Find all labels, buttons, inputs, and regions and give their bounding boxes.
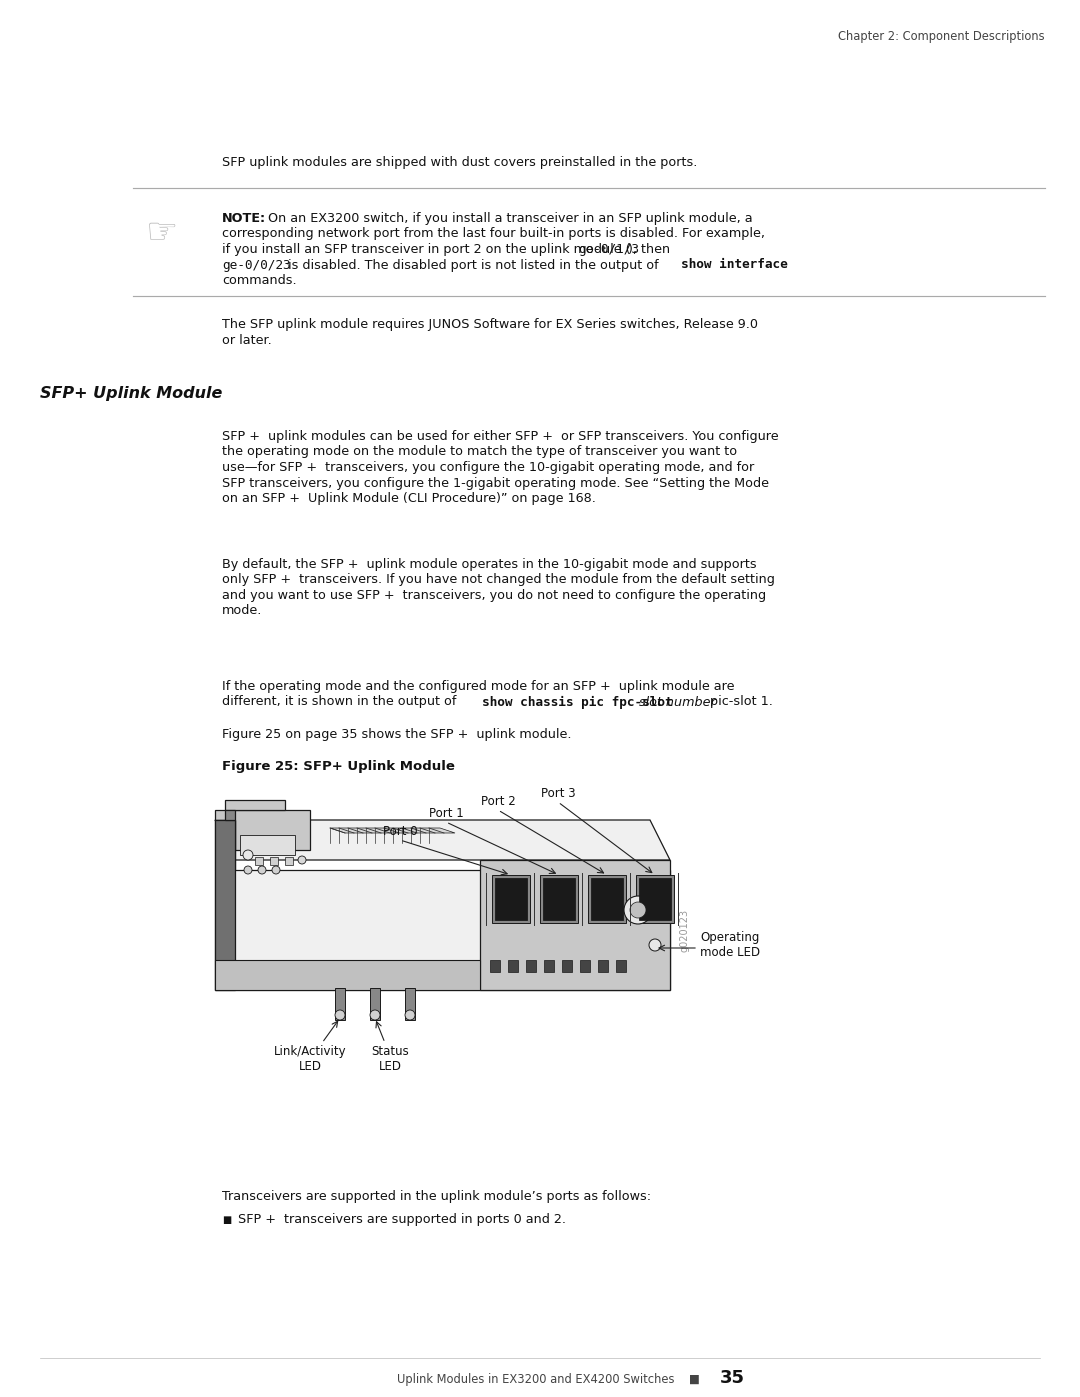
Polygon shape xyxy=(508,960,518,972)
Text: show interface: show interface xyxy=(681,258,787,271)
Text: Uplink Modules in EX3200 and EX4200 Switches    ■: Uplink Modules in EX3200 and EX4200 Swit… xyxy=(397,1373,700,1386)
Text: ☞: ☞ xyxy=(146,215,178,249)
Polygon shape xyxy=(636,875,674,923)
Polygon shape xyxy=(215,810,310,849)
Text: corresponding network port from the last four built-in ports is disabled. For ex: corresponding network port from the last… xyxy=(222,228,765,240)
Polygon shape xyxy=(215,820,235,870)
Text: ■: ■ xyxy=(222,1215,231,1225)
Circle shape xyxy=(272,866,280,875)
Circle shape xyxy=(258,866,266,875)
Polygon shape xyxy=(255,856,264,865)
Text: Port 0: Port 0 xyxy=(382,826,417,838)
Text: ge-0/0/23: ge-0/0/23 xyxy=(222,258,291,271)
Text: g020123: g020123 xyxy=(680,908,690,951)
Text: ), then: ), then xyxy=(627,243,670,256)
Text: is disabled. The disabled port is not listed in the output of: is disabled. The disabled port is not li… xyxy=(284,258,663,271)
Polygon shape xyxy=(544,960,554,972)
Polygon shape xyxy=(616,960,626,972)
Text: Status
LED: Status LED xyxy=(372,1045,409,1073)
Polygon shape xyxy=(492,875,530,923)
Text: ge-0/1/3: ge-0/1/3 xyxy=(578,243,639,256)
Polygon shape xyxy=(215,870,670,990)
Circle shape xyxy=(624,895,652,923)
Circle shape xyxy=(370,1010,380,1020)
Circle shape xyxy=(243,849,253,861)
Polygon shape xyxy=(270,856,278,865)
Text: mode.: mode. xyxy=(222,605,262,617)
Polygon shape xyxy=(580,960,590,972)
Text: the operating mode on the module to match the type of transceiver you want to: the operating mode on the module to matc… xyxy=(222,446,738,458)
Polygon shape xyxy=(588,875,626,923)
Text: Operating
mode LED: Operating mode LED xyxy=(700,930,760,958)
Polygon shape xyxy=(215,960,480,990)
Text: NOTE:: NOTE: xyxy=(222,212,266,225)
Text: on an SFP +  Uplink Module (CLI Procedure)” on page 168.: on an SFP + Uplink Module (CLI Procedure… xyxy=(222,492,596,504)
Text: if you install an SFP transceiver in port 2 on the uplink module (: if you install an SFP transceiver in por… xyxy=(222,243,631,256)
Circle shape xyxy=(298,856,306,863)
Text: use—for SFP +  transceivers, you configure the 10-gigabit operating mode, and fo: use—for SFP + transceivers, you configur… xyxy=(222,461,754,474)
Text: The SFP uplink module requires JUNOS Software for EX Series switches, Release 9.: The SFP uplink module requires JUNOS Sof… xyxy=(222,319,758,331)
Polygon shape xyxy=(490,960,500,972)
Text: slot number: slot number xyxy=(635,696,716,708)
Text: SFP +  uplink modules can be used for either SFP +  or SFP transceivers. You con: SFP + uplink modules can be used for eit… xyxy=(222,430,779,443)
Text: Link/Activity
LED: Link/Activity LED xyxy=(273,1045,347,1073)
Polygon shape xyxy=(215,820,670,861)
Circle shape xyxy=(335,1010,345,1020)
Text: SFP transceivers, you configure the 1-gigabit operating mode. See “Setting the M: SFP transceivers, you configure the 1-gi… xyxy=(222,476,769,489)
Polygon shape xyxy=(225,800,285,810)
Text: SFP +  transceivers are supported in ports 0 and 2.: SFP + transceivers are supported in port… xyxy=(238,1213,566,1227)
Polygon shape xyxy=(225,810,235,820)
Polygon shape xyxy=(370,988,380,1020)
Text: On an EX3200 switch, if you install a transceiver in an SFP uplink module, a: On an EX3200 switch, if you install a tr… xyxy=(264,212,753,225)
Text: Port 2: Port 2 xyxy=(481,795,515,807)
Polygon shape xyxy=(543,877,575,921)
Text: Port 3: Port 3 xyxy=(541,787,576,800)
Polygon shape xyxy=(240,835,295,855)
Polygon shape xyxy=(562,960,572,972)
Text: SFP uplink modules are shipped with dust covers preinstalled in the ports.: SFP uplink modules are shipped with dust… xyxy=(222,156,698,169)
Circle shape xyxy=(405,1010,415,1020)
Polygon shape xyxy=(405,988,415,1020)
Polygon shape xyxy=(285,856,293,865)
Polygon shape xyxy=(335,988,345,1020)
Polygon shape xyxy=(330,828,455,833)
Text: commands.: commands. xyxy=(222,274,297,286)
Polygon shape xyxy=(526,960,536,972)
Polygon shape xyxy=(639,877,671,921)
Circle shape xyxy=(649,939,661,951)
Text: Chapter 2: Component Descriptions: Chapter 2: Component Descriptions xyxy=(838,29,1045,43)
Text: Figure 25: SFP+ Uplink Module: Figure 25: SFP+ Uplink Module xyxy=(222,760,455,773)
Polygon shape xyxy=(540,875,578,923)
Text: or later.: or later. xyxy=(222,334,272,346)
Circle shape xyxy=(244,866,252,875)
Text: Port 1: Port 1 xyxy=(429,807,463,820)
Polygon shape xyxy=(480,861,670,990)
Text: Transceivers are supported in the uplink module’s ports as follows:: Transceivers are supported in the uplink… xyxy=(222,1190,651,1203)
Text: different, it is shown in the output of: different, it is shown in the output of xyxy=(222,696,460,708)
Polygon shape xyxy=(215,820,235,990)
Text: pic-slot 1.: pic-slot 1. xyxy=(706,696,773,708)
Text: Figure 25 on page 35 shows the SFP +  uplink module.: Figure 25 on page 35 shows the SFP + upl… xyxy=(222,728,571,740)
Text: If the operating mode and the configured mode for an SFP +  uplink module are: If the operating mode and the configured… xyxy=(222,680,734,693)
Circle shape xyxy=(630,902,646,918)
Text: SFP+ Uplink Module: SFP+ Uplink Module xyxy=(40,386,222,401)
Text: only SFP +  transceivers. If you have not changed the module from the default se: only SFP + transceivers. If you have not… xyxy=(222,574,774,587)
Text: show chassis pic fpc-slot: show chassis pic fpc-slot xyxy=(482,696,673,708)
Text: By default, the SFP +  uplink module operates in the 10-gigabit mode and support: By default, the SFP + uplink module oper… xyxy=(222,557,757,571)
Polygon shape xyxy=(495,877,527,921)
Polygon shape xyxy=(598,960,608,972)
Text: and you want to use SFP +  transceivers, you do not need to configure the operat: and you want to use SFP + transceivers, … xyxy=(222,590,766,602)
Text: 35: 35 xyxy=(720,1369,745,1387)
Polygon shape xyxy=(591,877,623,921)
